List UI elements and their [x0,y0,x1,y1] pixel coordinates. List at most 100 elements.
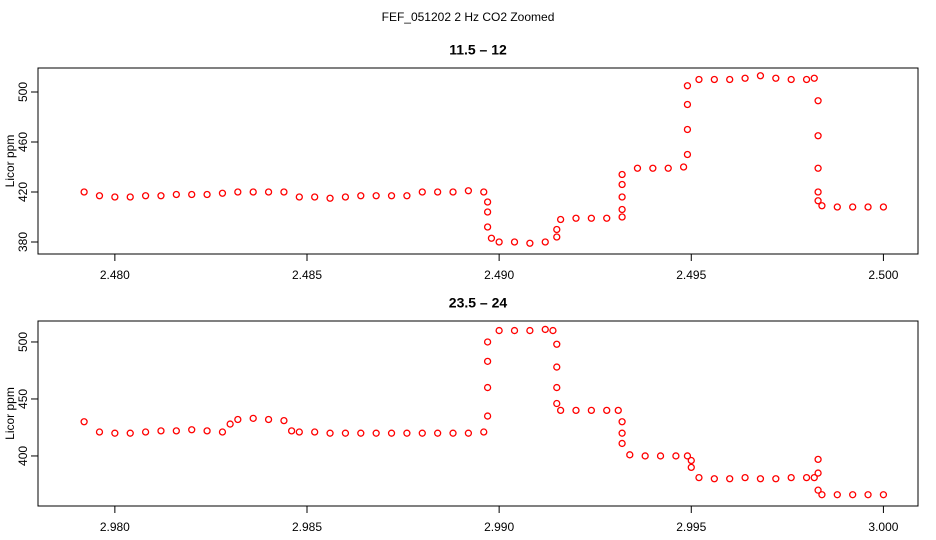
point [357,192,365,200]
point [787,473,795,482]
y-tick-label: 400 [16,446,30,466]
point [549,326,557,335]
point [787,75,795,84]
point [814,486,822,494]
point [218,428,227,436]
point [341,193,350,201]
x-tick-label: 2.485 [292,268,322,282]
point [141,428,150,436]
point [95,428,104,436]
point [553,233,561,241]
point [683,82,692,90]
point [483,198,492,206]
point [403,429,411,437]
point [295,193,303,201]
x-tick-label: 3.000 [868,520,898,534]
point [618,213,626,221]
point [434,188,442,196]
point [814,188,822,196]
point [553,363,561,371]
point [879,203,888,211]
point [683,150,692,159]
point [818,202,826,210]
point [111,429,119,437]
point [464,429,473,437]
y-tick-label: 460 [16,132,30,152]
point [649,164,657,172]
point [687,456,695,465]
panel-title: 23.5 – 24 [449,295,508,311]
point [814,132,822,140]
point [683,452,692,460]
point [818,491,826,499]
point [553,383,561,392]
plot-frame [37,320,919,507]
point [487,234,496,242]
y-axis-label: Licor ppm [3,387,17,440]
point [387,429,396,437]
point [879,491,888,499]
point [556,406,565,415]
point [710,75,718,84]
point [656,452,665,460]
point [357,429,365,437]
point [553,340,561,348]
point [95,192,104,200]
point [326,429,334,437]
point [264,415,273,424]
point [710,475,718,483]
point [618,439,626,448]
point [311,428,319,436]
y-tick-label: 420 [16,182,30,202]
y-axis-label: Licor ppm [3,135,17,188]
point [449,429,457,437]
point [772,74,780,82]
point [814,455,822,464]
point [372,429,380,437]
point [172,427,180,435]
point [172,190,180,199]
figure-title: FEF_051202 2 Hz CO2 Zoomed [382,10,555,24]
point [641,452,649,460]
point [541,238,549,246]
point [526,239,534,247]
point [480,188,488,196]
y-tick-label: 500 [16,332,30,352]
point [695,75,703,84]
point [311,193,319,201]
point [618,180,626,189]
point [483,338,492,346]
y-tick-label: 380 [16,232,30,252]
x-tick-label: 2.980 [100,520,130,534]
point [802,75,811,84]
point [495,326,503,335]
point [849,203,857,211]
x-tick-label: 2.995 [676,520,706,534]
point [679,163,688,171]
point [741,74,749,82]
point [756,475,765,483]
point [603,214,611,222]
point [403,192,411,200]
point [614,406,622,415]
point [695,473,703,482]
point [810,473,818,482]
point [264,188,273,196]
point [556,215,565,224]
point [418,188,426,196]
point [287,427,296,435]
point [587,214,596,222]
point [510,326,519,335]
y-tick-label: 450 [16,389,30,409]
point [814,197,822,205]
x-tick-label: 2.480 [100,268,130,282]
point [510,238,519,246]
point [810,74,818,82]
point [249,414,257,422]
point [80,188,88,196]
point [814,469,822,477]
point [280,188,288,196]
point [618,193,626,201]
point [480,428,488,436]
point [218,189,227,197]
